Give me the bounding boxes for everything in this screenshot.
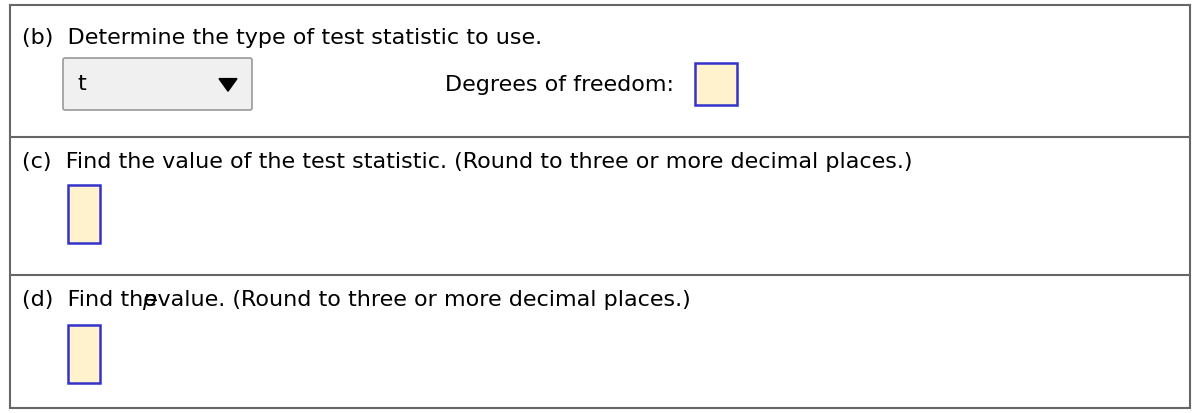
Text: -value. (Round to three or more decimal places.): -value. (Round to three or more decimal …: [150, 290, 691, 310]
FancyBboxPatch shape: [695, 63, 737, 105]
Text: (d)  Find the: (d) Find the: [22, 290, 164, 310]
Text: Degrees of freedom:: Degrees of freedom:: [445, 75, 674, 95]
FancyBboxPatch shape: [68, 185, 100, 243]
Text: p: p: [143, 290, 156, 310]
Text: t: t: [77, 74, 85, 94]
FancyBboxPatch shape: [10, 5, 1190, 408]
Text: (c)  Find the value of the test statistic. (Round to three or more decimal place: (c) Find the value of the test statistic…: [22, 152, 912, 172]
FancyBboxPatch shape: [64, 58, 252, 110]
Polygon shape: [220, 78, 238, 91]
Text: (b)  Determine the type of test statistic to use.: (b) Determine the type of test statistic…: [22, 28, 542, 48]
FancyBboxPatch shape: [68, 325, 100, 383]
